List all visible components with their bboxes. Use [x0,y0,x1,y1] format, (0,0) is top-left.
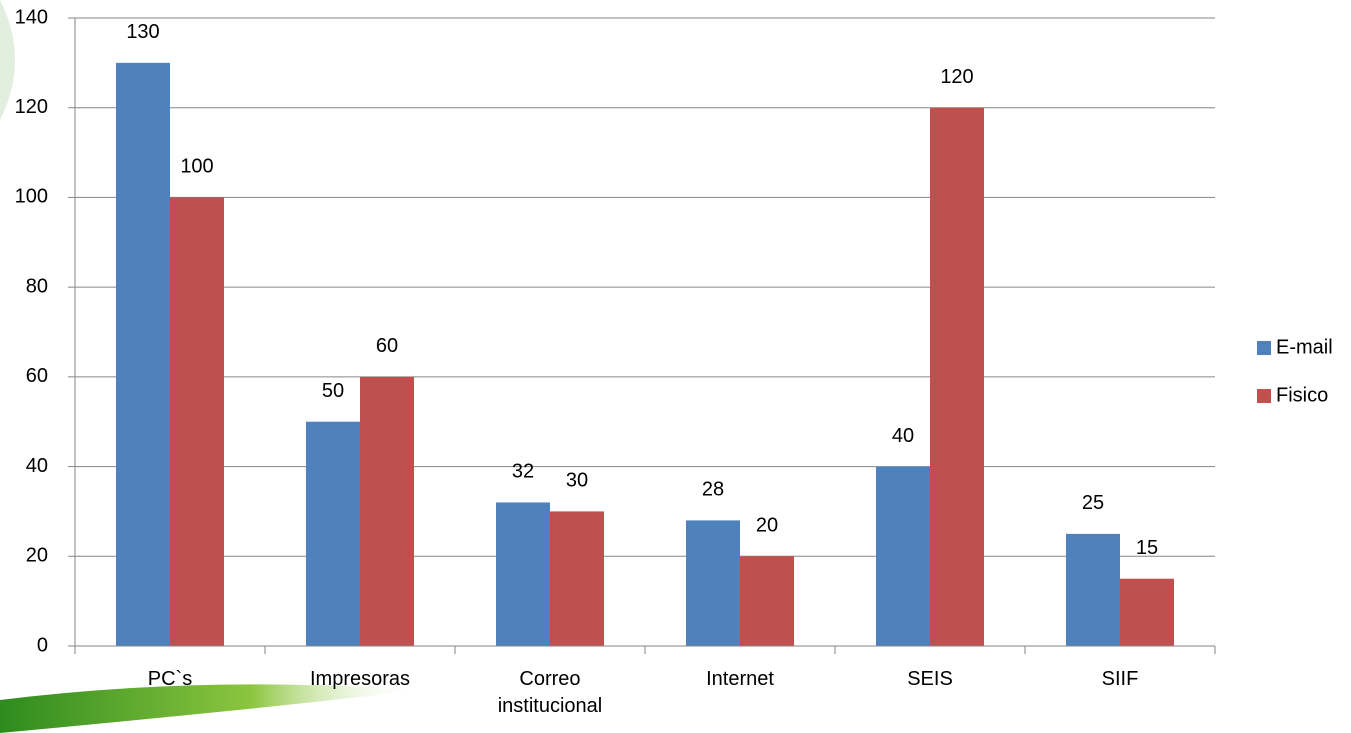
data-label: 20 [756,515,778,537]
bar [740,556,794,646]
decoration [0,684,420,733]
x-tick-label: PC`s [147,668,193,690]
y-tick-label: 80 [26,275,48,297]
data-label: 130 [126,21,159,43]
legend-swatch [1257,341,1271,355]
data-label: 32 [512,461,534,483]
y-tick-label: 40 [26,455,48,477]
y-tick-label: 100 [15,186,48,208]
data-label: 25 [1082,492,1104,514]
y-tick-label: 120 [15,96,48,118]
decoration [0,0,15,120]
bar [1066,533,1120,646]
data-label: 100 [180,156,213,178]
legend-swatch [1257,389,1271,403]
legend-label: Fisico [1276,384,1328,406]
data-label: 15 [1136,537,1158,559]
bar [1120,578,1174,646]
data-label: 120 [940,66,973,88]
x-tick-label: Impresoras [309,668,411,690]
y-tick-label: 20 [26,545,48,567]
bar [116,62,170,647]
x-tick-label: SEIS [907,668,953,690]
data-label: 40 [892,425,914,447]
bar [876,466,930,646]
bar [496,502,550,646]
legend-label: E-mail [1276,336,1333,358]
x-tick-label: SIIF [1101,668,1139,690]
data-label: 60 [376,335,398,357]
y-tick-label: 0 [37,634,48,656]
bar [550,511,604,646]
x-tick-label: Correo institucional [497,668,603,717]
data-label: 28 [702,479,724,501]
bar [930,107,984,646]
y-tick-label: 140 [15,6,48,28]
bar [686,520,740,646]
bar [306,421,360,646]
x-tick-label: Internet [706,668,774,690]
data-label: 30 [566,470,588,492]
y-tick-label: 60 [26,365,48,387]
bar [360,376,414,646]
data-label: 50 [322,380,344,402]
bar [170,197,224,646]
